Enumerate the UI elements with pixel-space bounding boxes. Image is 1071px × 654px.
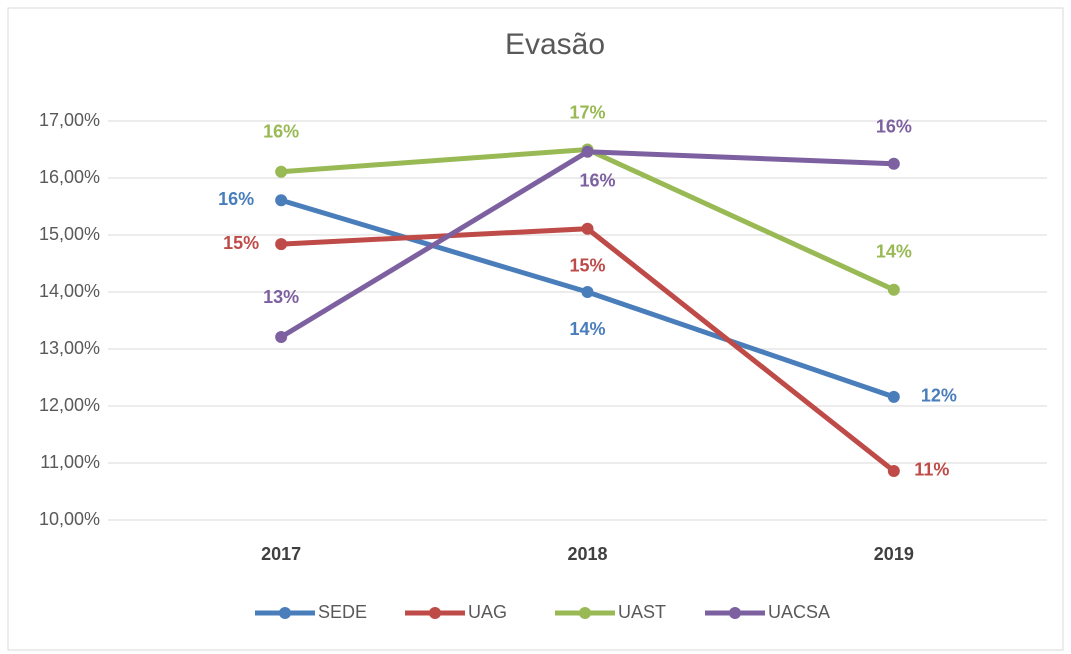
legend-marker [279, 607, 291, 619]
chart-title: Evasão [505, 28, 605, 61]
y-tick-label: 13,00% [39, 338, 100, 358]
data-label: 12% [921, 386, 957, 406]
point [887, 157, 900, 170]
x-tick-label: 2018 [567, 544, 607, 564]
point [581, 222, 594, 235]
legend-marker [429, 607, 441, 619]
y-tick-label: 11,00% [40, 452, 100, 472]
chart-frame [7, 7, 1064, 651]
point [275, 238, 288, 251]
y-tick-label: 14,00% [39, 281, 100, 301]
point [275, 194, 288, 207]
point [887, 390, 900, 403]
data-label: 17% [569, 102, 605, 122]
point [887, 283, 900, 296]
x-tick-label: 2019 [874, 544, 914, 564]
y-tick-label: 16,00% [39, 167, 100, 187]
legend-marker [729, 607, 741, 619]
legend-label: UACSA [768, 602, 830, 622]
data-label: 16% [579, 171, 615, 191]
y-tick-label: 17,00% [39, 110, 100, 130]
data-label: 14% [876, 241, 912, 261]
y-tick-label: 10,00% [39, 509, 100, 529]
x-tick-label: 2017 [261, 544, 301, 564]
legend-label: UAST [618, 602, 666, 622]
legend-label: SEDE [318, 602, 367, 622]
point [581, 286, 594, 298]
point [275, 165, 288, 178]
data-label: 15% [569, 255, 605, 275]
data-label: 14% [569, 319, 605, 339]
data-label: 16% [218, 189, 254, 209]
legend-marker [579, 607, 591, 619]
y-tick-label: 15,00% [39, 224, 100, 244]
data-label: 16% [263, 121, 299, 141]
data-label: 13% [263, 287, 299, 307]
point [275, 331, 288, 344]
legend-label: UAG [468, 602, 507, 622]
data-label: 16% [876, 117, 912, 137]
data-label: 11% [914, 460, 949, 480]
data-label: 15% [223, 233, 259, 253]
point [887, 464, 900, 477]
y-tick-label: 12,00% [39, 395, 100, 415]
point [581, 145, 594, 158]
